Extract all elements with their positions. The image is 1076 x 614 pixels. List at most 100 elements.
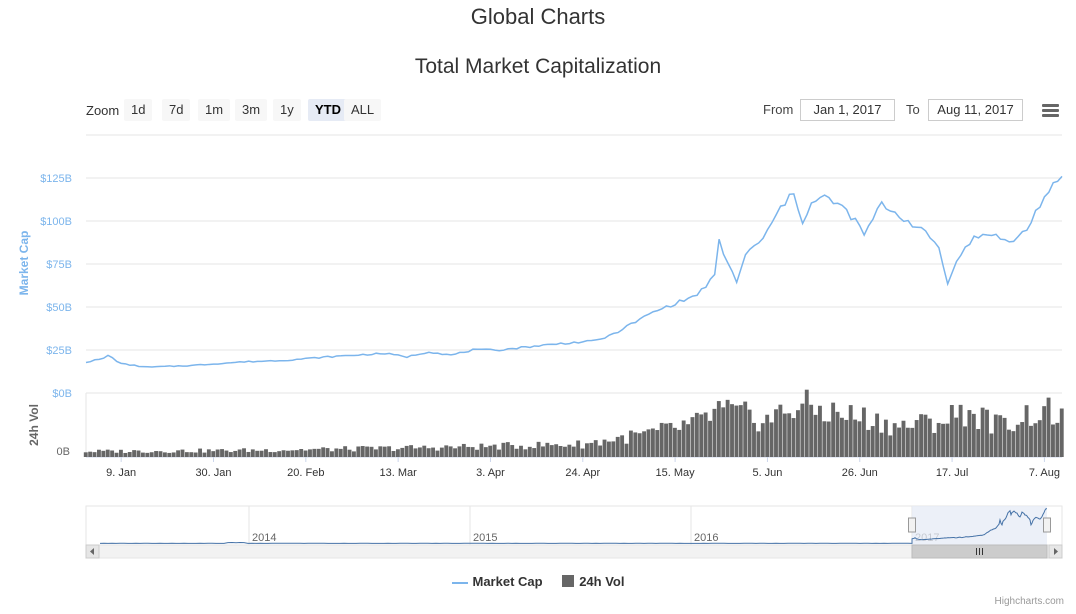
range-from-label: From	[763, 102, 794, 117]
volume-bar	[176, 450, 181, 457]
volume-bar	[580, 448, 585, 457]
volume-bar	[321, 447, 326, 457]
volume-bar	[286, 450, 290, 457]
navigator-tick-label: 2015	[473, 532, 497, 544]
navigator-tick-label: 2016	[694, 532, 718, 544]
volume-bar	[448, 446, 453, 457]
volume-bar	[1042, 406, 1047, 457]
volume-bar	[712, 408, 717, 457]
volume-bar	[435, 450, 440, 457]
x-tick-label: 7. Aug	[1029, 467, 1060, 479]
volume-bar	[330, 451, 334, 457]
volume-bar	[400, 447, 405, 457]
volume-bar	[97, 449, 101, 457]
volume-bar	[993, 414, 998, 457]
zoom-button-1m[interactable]: 1m	[198, 99, 231, 121]
volume-bar	[523, 449, 528, 457]
legend-item-volume[interactable]: 24h Vol	[562, 574, 624, 589]
volume-bar	[382, 446, 387, 457]
volume-bar	[514, 448, 519, 457]
zoom-button-1y[interactable]: 1y	[273, 99, 301, 121]
volume-bar	[154, 451, 159, 457]
volume-bar	[738, 405, 743, 457]
volume-bar	[202, 452, 207, 457]
volume-bar	[365, 446, 370, 457]
volume-bar	[1029, 425, 1033, 457]
volume-bar	[787, 413, 792, 457]
volume-bar	[1011, 431, 1016, 457]
volume-bar	[351, 451, 356, 457]
volume-bar	[818, 405, 822, 457]
volume-bar	[796, 410, 800, 457]
volume-bar	[417, 447, 422, 457]
volume-bar	[501, 442, 506, 457]
volume-bar	[545, 442, 550, 457]
volume-bar	[255, 450, 260, 457]
zoom-button-1d[interactable]: 1d	[124, 99, 153, 121]
x-tick-label: 15. May	[656, 467, 696, 479]
hamburger-menu-icon[interactable]	[1042, 104, 1059, 118]
credits[interactable]: Highcharts.com	[994, 596, 1064, 607]
range-from-input[interactable]	[800, 99, 895, 121]
volume-bar	[892, 423, 897, 457]
volume-bar	[747, 409, 752, 457]
volume-bar	[479, 443, 484, 457]
volume-bar	[853, 419, 858, 457]
volume-bar	[839, 417, 844, 457]
x-tick-label: 20. Feb	[287, 467, 324, 479]
volume-bar	[1020, 422, 1025, 457]
navigator-handle-left[interactable]	[908, 517, 916, 533]
volume-bar	[976, 429, 981, 457]
volume-bar	[228, 452, 233, 457]
volume-bar	[294, 450, 299, 457]
zoom-button-7d[interactable]: 7d	[162, 99, 191, 121]
volume-bar	[334, 448, 339, 457]
volume-bar	[461, 443, 466, 457]
volume-bar	[831, 402, 836, 457]
y-tick-label: $50B	[46, 302, 72, 314]
volume-bar	[554, 444, 559, 457]
zoom-button-all[interactable]: ALL	[344, 99, 382, 121]
volume-bar	[664, 423, 669, 457]
volume-bar	[637, 433, 642, 457]
volume-bar	[743, 401, 748, 457]
volume-axis-ticks: 0B	[57, 446, 70, 458]
volume-bar	[171, 452, 176, 457]
legend: Market Cap 24h Vol	[0, 574, 1076, 589]
volume-axis-label: 24h Vol	[27, 404, 41, 446]
zoom-label: Zoom	[86, 103, 120, 118]
volume-bar	[897, 427, 902, 457]
volume-bar	[541, 446, 545, 457]
volume-bar	[681, 420, 686, 457]
zoom-button-3m[interactable]: 3m	[235, 99, 268, 121]
y-tick-label: $100B	[40, 216, 72, 228]
zoom-button-ytd[interactable]: YTD	[308, 99, 348, 121]
volume-bar	[954, 417, 959, 457]
volume-bar	[145, 452, 150, 457]
volume-bar	[901, 420, 906, 457]
volume-bar	[215, 449, 220, 457]
volume-bar	[149, 452, 154, 457]
navigator-line	[99, 508, 1048, 544]
volume-bar	[585, 443, 589, 457]
volume-bar	[250, 449, 255, 457]
volume-bar	[980, 407, 985, 457]
navigator-handle-right[interactable]	[1043, 517, 1051, 533]
range-to-input[interactable]	[928, 99, 1023, 121]
volume-bar	[457, 446, 462, 457]
volume-bar	[237, 449, 242, 457]
legend-box-icon	[562, 575, 575, 587]
volume-bar	[88, 451, 93, 457]
volume-bar	[492, 444, 497, 457]
volume-bar	[549, 445, 554, 457]
volume-bar	[694, 412, 699, 457]
legend-item-market-cap[interactable]: Market Cap	[451, 574, 543, 589]
volume-bar	[571, 446, 576, 457]
volume-bar	[369, 446, 374, 457]
x-tick-label: 5. Jun	[752, 467, 782, 479]
volume-bar	[180, 449, 185, 457]
x-tick-label: 9. Jan	[106, 467, 136, 479]
volume-bar	[611, 441, 616, 457]
volume-bar	[308, 449, 312, 457]
